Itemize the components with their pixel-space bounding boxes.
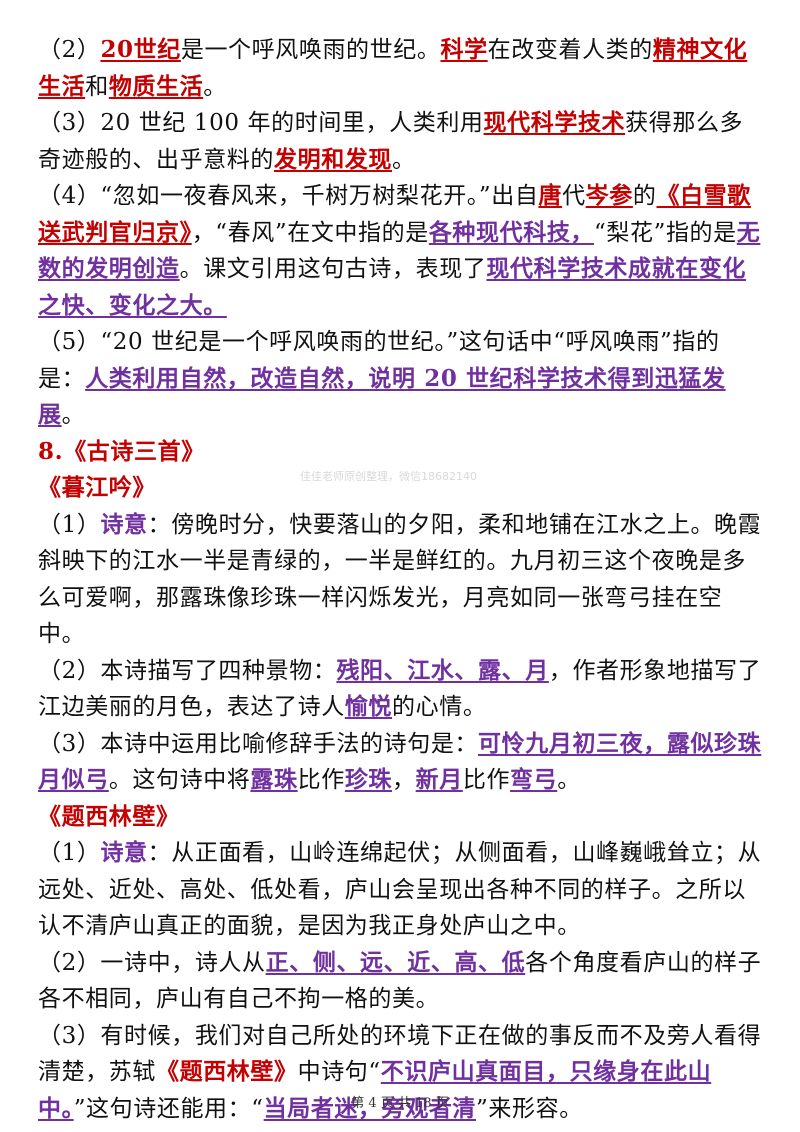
poem-idiom: （3）有时候，我们对自己所处的环境下正在做的事反而不及旁人看得清楚，苏轼《题西林… xyxy=(38,1018,764,1128)
body-text: ， xyxy=(392,767,416,793)
poem-scenery: （2）本诗描写了四种景物：残阳、江水、露、月，作者形象地描写了江边美丽的月色，表… xyxy=(38,653,764,726)
highlight-red: 20世纪 xyxy=(100,36,181,63)
poem-meaning: （1）诗意：从正面看，山岭连绵起伏；从侧面看，山峰巍峨耸立；从远处、近处、高处、… xyxy=(38,835,764,945)
watermark: 佳佳老师原创整理，微信18682140 xyxy=(300,470,477,483)
highlight-purple: 各种现代科技， xyxy=(428,218,595,246)
body-text: （1） xyxy=(38,511,101,538)
body-text: 的心情。 xyxy=(392,694,487,720)
item-20th-century: （2）20世纪是一个呼风唤雨的世纪。科学在改变着人类的精神文化生活和物质生活。 xyxy=(38,32,764,105)
label-purple: 诗意 xyxy=(100,839,148,866)
body-text: 中诗句“ xyxy=(297,1059,381,1085)
body-text: ，“春风”在文中指的是 xyxy=(191,219,429,246)
body-text: （4）“忽如一夜春风来，千树万树梨花开。”出自 xyxy=(38,183,539,209)
body-text: ：傍晚时分，快要落山的夕阳，柔和地铺在江水之上。晚霞斜映下的江水一半是青绿的，一… xyxy=(38,511,762,648)
body-text: （5）“20 世纪是一个呼风唤雨的世纪。”这句话中“呼风唤雨”指的是： xyxy=(38,329,720,392)
body-text: 在改变着人类的 xyxy=(487,37,653,63)
document-page: （2）20世纪是一个呼风唤雨的世纪。科学在改变着人类的精神文化生活和物质生活。 … xyxy=(38,32,764,1127)
body-text: ”这句诗还能用：“ xyxy=(73,1095,264,1122)
body-text: 比作 xyxy=(462,767,511,793)
poem-title: 《暮江吟》 xyxy=(38,474,156,501)
item-poem-quote: （4）“忽如一夜春风来，千树万树梨花开。”出自唐代岑参的《白雪歌送武判官归京》，… xyxy=(38,178,764,324)
item-100-years: （3）20 世纪 100 年的时间里，人类利用现代科学技术获得那么多奇迹般的、出… xyxy=(38,105,764,178)
highlight-red: 岑参 xyxy=(585,182,633,209)
highlight-purple: 愉悦 xyxy=(344,693,393,720)
highlight-purple: 露珠 xyxy=(250,766,298,793)
page-footer: 第 4 页 共 18 页 xyxy=(351,1096,449,1111)
body-text: 。 xyxy=(203,73,227,100)
body-text: 和 xyxy=(85,73,109,100)
poem-angles: （2）一诗中，诗人从正、侧、远、近、高、低各个角度看庐山的样子各不相同，庐山有自… xyxy=(38,945,764,1018)
highlight-red: 物质生活 xyxy=(108,72,204,100)
highlight-purple: 弯弓 xyxy=(510,766,558,793)
body-text: 获得那么多奇迹般的、出乎意料的 xyxy=(38,110,744,173)
poem-meaning: （1）诗意：傍晚时分，快要落山的夕阳，柔和地铺在江水之上。晚霞斜映下的江水一半是… xyxy=(38,507,764,653)
highlight-red: 精神文化生活 xyxy=(38,36,748,100)
body-text: 。这句诗中将 xyxy=(108,767,251,793)
highlight-purple: 可怜九月初三夜，露似珍珠月似弓 xyxy=(38,729,762,794)
highlight-purple: 当局者迷，旁观者清 xyxy=(263,1094,477,1122)
highlight-red: 科学 xyxy=(440,36,488,63)
body-text: 比作 xyxy=(297,767,345,793)
poem-title: 《题西林壁》 xyxy=(38,802,180,830)
highlight-purple: 人类利用自然，改造自然，说明 20 世纪科学技术得到迅猛发展 xyxy=(38,364,726,429)
body-text: （3）20 世纪 100 年的时间里，人类利用 xyxy=(38,110,484,136)
highlight-purple: 珍珠 xyxy=(344,766,393,793)
highlight-red: 唐 xyxy=(538,182,563,209)
poem-metaphor: （3）本诗中运用比喻修辞手法的诗句是：可怜九月初三夜，露似珍珠月似弓。这句诗中将… xyxy=(38,726,764,799)
body-text: 是一个呼风唤雨的世纪。 xyxy=(180,37,441,63)
highlight-purple: 不识庐山真面目，只缘身在此山中。 xyxy=(38,1058,712,1122)
body-text: ，作者形象地描写了江边美丽的月色，表达了诗人 xyxy=(38,657,762,721)
highlight-purple: 残阳、江水、露、月 xyxy=(336,656,549,684)
item-hufenghuanyu: （5）“20 世纪是一个呼风唤雨的世纪。”这句话中“呼风唤雨”指的是：人类利用自… xyxy=(38,324,764,434)
body-text: “梨花”指的是 xyxy=(594,219,737,246)
body-text: 代 xyxy=(562,183,586,209)
highlight-purple: 现代科学技术成就在变化之快、变化之大。 xyxy=(38,255,747,319)
item-number: （2） xyxy=(38,37,101,63)
body-text: （2）本诗描写了四种景物： xyxy=(38,657,337,684)
highlight-red: 发明和发现 xyxy=(274,145,392,173)
label-purple: 诗意 xyxy=(100,510,148,538)
body-text: （1） xyxy=(38,840,101,866)
body-text: （2）一诗中，诗人从 xyxy=(38,949,266,976)
body-text: 。课文引用这句古诗，表现了 xyxy=(179,256,487,282)
highlight-purple: 新月 xyxy=(415,766,463,793)
body-text: ”来形容。 xyxy=(476,1095,583,1122)
body-text: 各个角度看庐山的样子各不相同，庐山有自己不拘一格的美。 xyxy=(38,949,762,1013)
body-text: 的 xyxy=(632,183,657,209)
highlight-red: 现代科学技术 xyxy=(483,109,626,136)
body-text: （3）本诗中运用比喻修辞手法的诗句是： xyxy=(38,730,479,757)
highlight-red: 《白雪歌送武判官归京》 xyxy=(38,182,751,246)
title-red: 《题西林壁》 xyxy=(156,1058,298,1085)
body-text: 。 xyxy=(392,146,416,173)
body-text: ：从正面看，山岭连绵起伏；从侧面看，山峰巍峨耸立；从远处、近处、高处、低处看，庐… xyxy=(38,840,762,939)
body-text: （3）有时候，我们对自己所处的环境下正在做的事反而不及旁人看得清楚，苏轼 xyxy=(38,1022,762,1086)
highlight-purple: 正、侧、远、近、高、低 xyxy=(265,948,526,976)
section-heading: 8.《古诗三首》 xyxy=(38,437,205,465)
body-text: 。 xyxy=(557,767,581,793)
body-text: 。 xyxy=(61,402,86,428)
highlight-purple: 无数的发明创造 xyxy=(38,218,761,283)
